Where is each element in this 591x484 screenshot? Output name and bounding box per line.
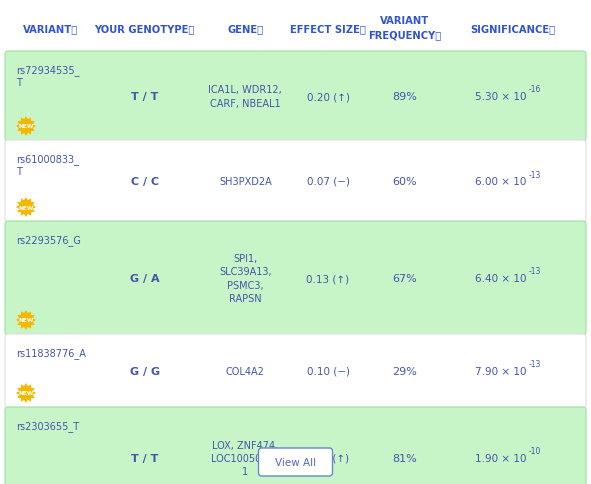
Text: 6.00 × 10: 6.00 × 10: [475, 177, 527, 187]
Text: 89%: 89%: [392, 92, 417, 102]
FancyBboxPatch shape: [5, 334, 586, 408]
Text: -13: -13: [529, 170, 541, 179]
Text: ICA1L, WDR12,
CARF, NBEAL1: ICA1L, WDR12, CARF, NBEAL1: [209, 85, 282, 108]
FancyBboxPatch shape: [258, 448, 333, 476]
Text: 67%: 67%: [392, 273, 417, 284]
Polygon shape: [16, 197, 36, 217]
Text: T / T: T / T: [131, 453, 158, 463]
FancyBboxPatch shape: [5, 52, 586, 142]
Text: EFFECT SIZEⓘ: EFFECT SIZEⓘ: [290, 24, 366, 34]
Text: rs61000833_: rs61000833_: [16, 154, 79, 165]
Text: T: T: [16, 166, 22, 177]
Text: NEW: NEW: [18, 391, 34, 396]
FancyBboxPatch shape: [5, 222, 586, 335]
Text: -10: -10: [529, 447, 541, 455]
Text: VARIANTⓘ: VARIANTⓘ: [22, 24, 78, 34]
Text: 60%: 60%: [392, 177, 417, 187]
Text: 0.10 (−): 0.10 (−): [307, 366, 349, 376]
Text: 1.90 × 10: 1.90 × 10: [475, 453, 527, 463]
Text: 0.07 (−): 0.07 (−): [307, 177, 349, 187]
Text: COL4A2: COL4A2: [226, 366, 265, 376]
Text: -13: -13: [529, 360, 541, 369]
Text: C / C: C / C: [131, 177, 159, 187]
Text: SH3PXD2A: SH3PXD2A: [219, 177, 272, 187]
Text: 0.13 (↑): 0.13 (↑): [307, 273, 349, 284]
Text: rs2293576_G: rs2293576_G: [16, 235, 81, 245]
Text: SIGNIFICANCEⓘ: SIGNIFICANCEⓘ: [470, 24, 556, 34]
Text: 0.11 (↑): 0.11 (↑): [307, 453, 349, 463]
Text: -13: -13: [529, 267, 541, 276]
Text: rs2303655_T: rs2303655_T: [16, 420, 79, 431]
Text: NEW: NEW: [18, 318, 34, 323]
Text: G / G: G / G: [130, 366, 160, 376]
Text: 6.40 × 10: 6.40 × 10: [475, 273, 527, 284]
Text: LOX, ZNF474,
LOC10050584
1: LOX, ZNF474, LOC10050584 1: [211, 440, 280, 476]
Text: 81%: 81%: [392, 453, 417, 463]
Text: T: T: [16, 78, 22, 88]
Polygon shape: [16, 383, 36, 403]
Text: rs11838776_A: rs11838776_A: [16, 348, 86, 358]
Text: View All: View All: [275, 457, 316, 467]
Text: 0.20 (↑): 0.20 (↑): [307, 92, 349, 102]
Text: GENEⓘ: GENEⓘ: [227, 24, 264, 34]
Text: 29%: 29%: [392, 366, 417, 376]
Text: rs72934535_: rs72934535_: [16, 65, 80, 76]
Text: SPI1,
SLC39A13,
PSMC3,
RAPSN: SPI1, SLC39A13, PSMC3, RAPSN: [219, 254, 272, 303]
FancyBboxPatch shape: [5, 407, 586, 484]
Text: T / T: T / T: [131, 92, 158, 102]
Polygon shape: [16, 117, 36, 136]
Text: 5.30 × 10: 5.30 × 10: [475, 92, 527, 102]
Polygon shape: [16, 310, 36, 330]
Text: -16: -16: [529, 85, 541, 94]
Text: FREQUENCYⓘ: FREQUENCYⓘ: [368, 30, 441, 40]
FancyBboxPatch shape: [5, 141, 586, 223]
Text: YOUR GENOTYPEⓘ: YOUR GENOTYPEⓘ: [95, 24, 195, 34]
Text: VARIANT: VARIANT: [380, 16, 430, 26]
Text: 7.90 × 10: 7.90 × 10: [475, 366, 527, 376]
Text: G / A: G / A: [130, 273, 160, 284]
Text: NEW: NEW: [18, 205, 34, 210]
Text: NEW: NEW: [18, 124, 34, 129]
